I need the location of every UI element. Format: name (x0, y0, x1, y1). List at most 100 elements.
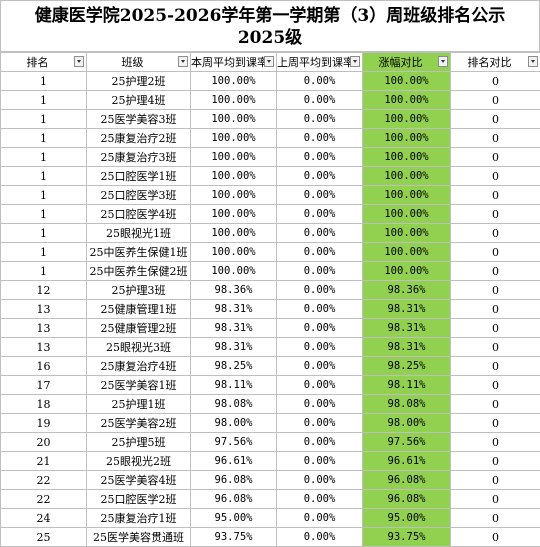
cell-class[interactable]: 25医学美容贯通班 (87, 528, 191, 547)
cell-class[interactable]: 25康复治疗2班 (87, 129, 191, 148)
cell-this-week[interactable]: 98.36% (191, 281, 277, 300)
cell-rank-change[interactable]: 0 (451, 338, 540, 357)
cell-change[interactable]: 100.00% (363, 224, 451, 243)
cell-last-week[interactable]: 0.00% (277, 357, 363, 376)
cell-rank-change[interactable]: 0 (451, 300, 540, 319)
cell-this-week[interactable]: 98.31% (191, 319, 277, 338)
cell-change[interactable]: 95.00% (363, 509, 451, 528)
cell-rank[interactable]: 20 (1, 433, 87, 452)
filter-dropdown-icon[interactable] (528, 56, 538, 67)
cell-rank-change[interactable]: 0 (451, 91, 540, 110)
cell-change[interactable]: 98.11% (363, 376, 451, 395)
cell-this-week[interactable]: 97.56% (191, 433, 277, 452)
cell-rank-change[interactable]: 0 (451, 281, 540, 300)
cell-last-week[interactable]: 0.00% (277, 376, 363, 395)
cell-class[interactable]: 25康复治疗4班 (87, 357, 191, 376)
cell-rank[interactable]: 19 (1, 414, 87, 433)
cell-last-week[interactable]: 0.00% (277, 205, 363, 224)
cell-rank[interactable]: 1 (1, 224, 87, 243)
cell-last-week[interactable]: 0.00% (277, 319, 363, 338)
cell-change[interactable]: 100.00% (363, 110, 451, 129)
cell-this-week[interactable]: 98.00% (191, 414, 277, 433)
cell-last-week[interactable]: 0.00% (277, 300, 363, 319)
cell-rank[interactable]: 13 (1, 319, 87, 338)
cell-rank-change[interactable]: 0 (451, 243, 540, 262)
cell-rank[interactable]: 1 (1, 262, 87, 281)
cell-change[interactable]: 96.61% (363, 452, 451, 471)
cell-class[interactable]: 25护理1班 (87, 395, 191, 414)
cell-this-week[interactable]: 100.00% (191, 186, 277, 205)
cell-this-week[interactable]: 100.00% (191, 148, 277, 167)
cell-rank-change[interactable]: 0 (451, 110, 540, 129)
cell-class[interactable]: 25眼视光3班 (87, 338, 191, 357)
cell-class[interactable]: 25护理5班 (87, 433, 191, 452)
cell-last-week[interactable]: 0.00% (277, 471, 363, 490)
cell-rank[interactable]: 1 (1, 91, 87, 110)
cell-last-week[interactable]: 0.00% (277, 186, 363, 205)
cell-rank[interactable]: 1 (1, 205, 87, 224)
cell-change[interactable]: 100.00% (363, 262, 451, 281)
cell-rank-change[interactable]: 0 (451, 357, 540, 376)
cell-last-week[interactable]: 0.00% (277, 72, 363, 91)
cell-rank[interactable]: 1 (1, 148, 87, 167)
cell-rank-change[interactable]: 0 (451, 490, 540, 509)
cell-change[interactable]: 98.00% (363, 414, 451, 433)
cell-rank[interactable]: 21 (1, 452, 87, 471)
filter-dropdown-icon[interactable] (264, 56, 274, 67)
cell-rank-change[interactable]: 0 (451, 528, 540, 547)
cell-last-week[interactable]: 0.00% (277, 395, 363, 414)
cell-this-week[interactable]: 96.61% (191, 452, 277, 471)
cell-this-week[interactable]: 100.00% (191, 91, 277, 110)
filter-dropdown-icon[interactable] (74, 56, 84, 67)
cell-rank[interactable]: 18 (1, 395, 87, 414)
cell-this-week[interactable]: 98.08% (191, 395, 277, 414)
cell-last-week[interactable]: 0.00% (277, 167, 363, 186)
cell-last-week[interactable]: 0.00% (277, 262, 363, 281)
cell-this-week[interactable]: 100.00% (191, 243, 277, 262)
cell-rank[interactable]: 1 (1, 129, 87, 148)
cell-last-week[interactable]: 0.00% (277, 281, 363, 300)
cell-this-week[interactable]: 100.00% (191, 205, 277, 224)
cell-class[interactable]: 25口腔医学2班 (87, 490, 191, 509)
cell-class[interactable]: 25康复治疗1班 (87, 509, 191, 528)
cell-change[interactable]: 100.00% (363, 72, 451, 91)
cell-rank-change[interactable]: 0 (451, 376, 540, 395)
cell-rank[interactable]: 25 (1, 528, 87, 547)
cell-class[interactable]: 25医学美容1班 (87, 376, 191, 395)
cell-last-week[interactable]: 0.00% (277, 433, 363, 452)
cell-rank[interactable]: 13 (1, 300, 87, 319)
cell-this-week[interactable]: 100.00% (191, 224, 277, 243)
cell-class[interactable]: 25康复治疗3班 (87, 148, 191, 167)
cell-this-week[interactable]: 100.00% (191, 129, 277, 148)
cell-class[interactable]: 25中医养生保健2班 (87, 262, 191, 281)
cell-rank[interactable]: 16 (1, 357, 87, 376)
cell-rank-change[interactable]: 0 (451, 129, 540, 148)
cell-last-week[interactable]: 0.00% (277, 509, 363, 528)
cell-rank-change[interactable]: 0 (451, 72, 540, 91)
cell-this-week[interactable]: 98.25% (191, 357, 277, 376)
cell-rank[interactable]: 1 (1, 186, 87, 205)
cell-this-week[interactable]: 100.00% (191, 167, 277, 186)
cell-change[interactable]: 100.00% (363, 205, 451, 224)
cell-rank[interactable]: 22 (1, 471, 87, 490)
cell-class[interactable]: 25眼视光2班 (87, 452, 191, 471)
cell-change[interactable]: 98.31% (363, 338, 451, 357)
cell-rank-change[interactable]: 0 (451, 509, 540, 528)
cell-change[interactable]: 98.08% (363, 395, 451, 414)
cell-rank-change[interactable]: 0 (451, 148, 540, 167)
cell-class[interactable]: 25口腔医学4班 (87, 205, 191, 224)
filter-dropdown-icon[interactable] (178, 56, 188, 67)
cell-rank[interactable]: 1 (1, 167, 87, 186)
cell-change[interactable]: 96.08% (363, 490, 451, 509)
cell-rank-change[interactable]: 0 (451, 205, 540, 224)
cell-last-week[interactable]: 0.00% (277, 452, 363, 471)
cell-class[interactable]: 25护理4班 (87, 91, 191, 110)
cell-last-week[interactable]: 0.00% (277, 129, 363, 148)
cell-this-week[interactable]: 95.00% (191, 509, 277, 528)
cell-change[interactable]: 98.36% (363, 281, 451, 300)
cell-change[interactable]: 98.25% (363, 357, 451, 376)
cell-rank[interactable]: 1 (1, 110, 87, 129)
cell-change[interactable]: 100.00% (363, 243, 451, 262)
cell-last-week[interactable]: 0.00% (277, 110, 363, 129)
cell-class[interactable]: 25健康管理1班 (87, 300, 191, 319)
